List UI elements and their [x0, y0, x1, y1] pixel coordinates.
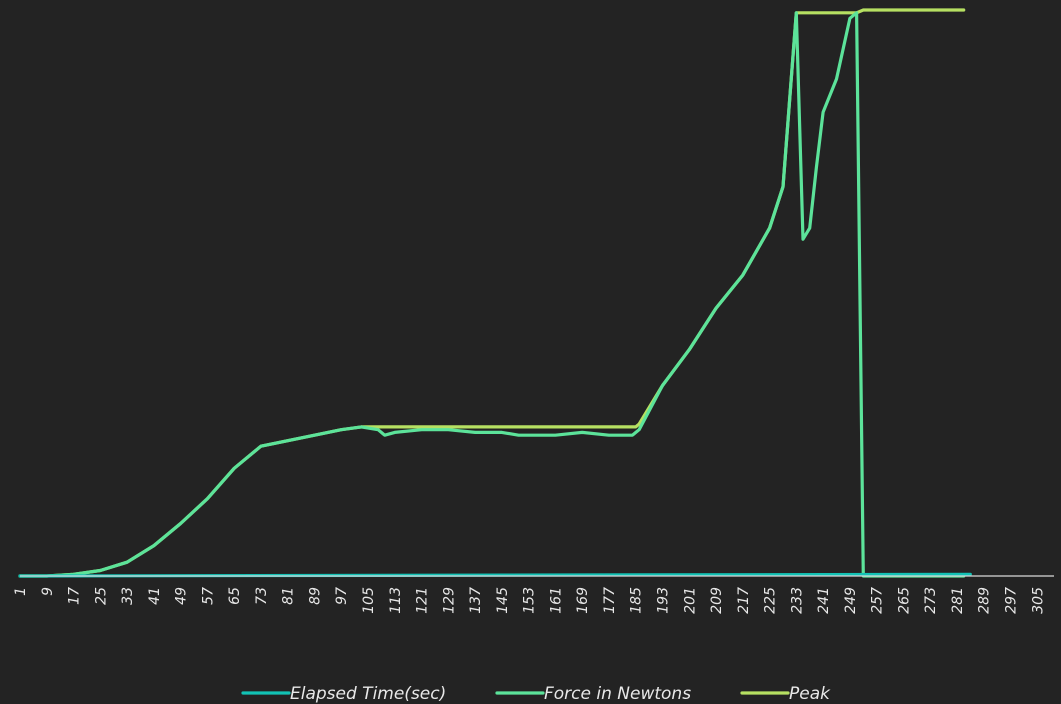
- x-tick-label: 177: [602, 587, 618, 614]
- series-layer: [18, 8, 972, 578]
- x-tick-label: 153: [522, 587, 538, 614]
- x-tick-label: 137: [468, 587, 484, 614]
- x-tick-labels: 1 9 17 25 33 41 49 57 65 73 81 89 97 105 113 121 129 137 1…: [13, 587, 1046, 614]
- x-tick-label: 289: [977, 587, 993, 614]
- x-tick-label: 249: [843, 587, 859, 614]
- x-tick-label: 233: [789, 587, 805, 614]
- x-tick-label: 41: [147, 587, 163, 605]
- x-tick-label: 193: [656, 587, 672, 614]
- legend-label: Elapsed Time(sec): [290, 684, 446, 704]
- legend: Elapsed Time(sec) Force in Newtons Peak: [241, 684, 831, 704]
- x-tick-label: 89: [308, 587, 324, 605]
- x-tick-label: 169: [575, 587, 591, 614]
- x-tick-label: 113: [388, 587, 404, 614]
- x-tick-label: 9: [40, 587, 56, 596]
- series-line-peak: [18, 8, 966, 578]
- x-tick-label: 33: [120, 587, 136, 605]
- x-tick-label: 281: [950, 587, 966, 614]
- x-tick-label: 1: [13, 587, 29, 596]
- series-line-force-in-newtons: [18, 11, 966, 578]
- x-tick-label: 201: [682, 587, 698, 614]
- x-tick-label: 81: [281, 587, 297, 605]
- x-tick-label: 161: [548, 587, 564, 614]
- x-tick-label: 105: [361, 587, 377, 614]
- x-tick-label: 121: [415, 587, 431, 614]
- x-tick-label: 17: [67, 587, 83, 605]
- x-tick-label: 97: [334, 587, 350, 605]
- x-tick-label: 49: [174, 587, 190, 605]
- x-tick-label: 185: [629, 587, 645, 614]
- x-tick-label: 57: [200, 587, 216, 605]
- x-tick-label: 273: [923, 587, 939, 614]
- x-tick-label: 145: [495, 587, 511, 614]
- x-tick-label: 257: [870, 587, 886, 614]
- x-tick-label: 73: [254, 587, 270, 605]
- x-tick-label: 297: [1004, 587, 1020, 614]
- legend-label: Peak: [789, 684, 831, 704]
- legend-label: Force in Newtons: [544, 684, 691, 704]
- x-tick-label: 305: [1030, 587, 1046, 614]
- x-tick-label: 129: [441, 587, 457, 614]
- x-tick-label: 65: [227, 587, 243, 605]
- x-tick-label: 225: [763, 587, 779, 614]
- x-tick-label: 265: [896, 587, 912, 614]
- x-tick-label: 241: [816, 587, 832, 614]
- x-tick-label: 25: [93, 587, 109, 605]
- x-tick-label: 209: [709, 587, 725, 614]
- x-tick-label: 217: [736, 587, 752, 614]
